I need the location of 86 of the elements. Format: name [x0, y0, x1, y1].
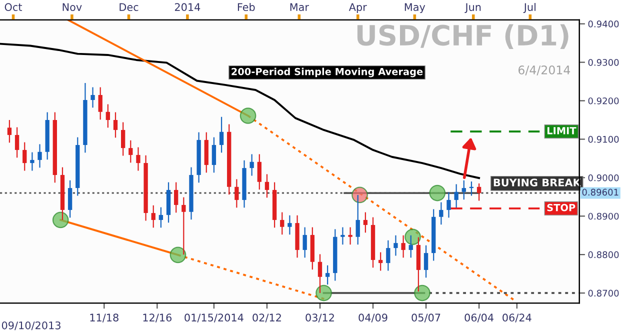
x2-tick-label: Nov: [62, 3, 82, 12]
candlestick: [151, 204, 156, 228]
x2-tick-label: Dec: [120, 3, 138, 12]
candlestick: [98, 86, 102, 120]
candlestick: [250, 154, 254, 176]
x2-tick-label: 2014: [174, 3, 200, 12]
x2-tick-label: Oct: [4, 3, 22, 12]
candlestick: [386, 240, 390, 272]
x-tick-label: 06/04: [464, 314, 494, 322]
candlestick: [348, 226, 352, 246]
candlestick: [158, 206, 164, 228]
candlestick: [212, 136, 216, 174]
x-tick-label: 11/18: [90, 314, 118, 322]
candlestick: [234, 178, 239, 208]
x-tick-label: 03/12: [306, 314, 334, 322]
x2-tick-label: May: [404, 3, 426, 14]
annotation: BUYING BREAK: [494, 178, 582, 186]
series-label: STOP: [547, 204, 576, 212]
x2-tick-label: Jul: [523, 2, 536, 13]
candlestick: [22, 142, 27, 172]
candlestick: [318, 254, 322, 294]
candlestick: [264, 174, 270, 198]
candlestick: [446, 192, 451, 218]
chart-title: USD/CHF (D1): [357, 24, 568, 49]
y-tick-label: 0.9000: [588, 174, 619, 182]
x2-tick-label: Jun: [464, 3, 481, 13]
point: [240, 108, 256, 124]
x2-tick-label: Mar: [290, 3, 309, 12]
series-label: 200-Period Simple Moving Average: [232, 68, 423, 78]
text: 6/4/2014: [518, 65, 570, 76]
candlestick: [113, 112, 118, 138]
candlestick: [462, 180, 466, 200]
point: [316, 284, 332, 302]
x2-tick-label: Apr: [348, 3, 367, 14]
candlestick: [363, 212, 368, 234]
candlestick: [30, 152, 34, 172]
x-tick-label: 12/16: [143, 314, 172, 322]
y-tick-label: 0.9200: [588, 97, 619, 104]
y-tick-label: 0.8700: [588, 290, 619, 297]
point: [404, 228, 421, 246]
candlestick: [174, 182, 178, 214]
candlestick: [219, 116, 224, 154]
candlestick: [38, 144, 42, 168]
candlestick: [378, 252, 383, 272]
x2-tick-label: Feb: [238, 2, 255, 12]
candlestick: [302, 226, 307, 258]
candlestick: [325, 264, 330, 286]
point: [352, 186, 368, 204]
candlestick: [128, 140, 133, 164]
x-tick-label: 02/12: [252, 314, 281, 322]
candlestick: [120, 122, 126, 156]
candlestick: [356, 194, 360, 246]
candlestick: [14, 126, 20, 158]
candlestick: [7, 119, 12, 144]
candlestick: [340, 226, 345, 246]
x-tick-label: 05/07: [412, 314, 440, 322]
candlestick: [476, 182, 482, 202]
candlestick: [439, 202, 444, 226]
y-tick-label: 0.9100: [588, 136, 619, 143]
ref-line-label: 0.89601: [582, 188, 618, 196]
point: [414, 284, 430, 302]
candlestick: [90, 86, 95, 108]
candlestick: [408, 234, 413, 258]
series-label: LIMIT: [547, 127, 576, 134]
y-tick-label: 0.9400: [588, 20, 619, 28]
candlestick: [288, 214, 292, 236]
point: [429, 184, 446, 202]
y-tick-label: 0.8800: [588, 251, 619, 258]
candlestick: [257, 154, 262, 190]
text: 09/10/2013: [2, 321, 60, 330]
y-tick-label: 0.8900: [588, 212, 619, 220]
candlestick: [68, 180, 72, 218]
candlestick: [106, 104, 110, 128]
y-tick-label: 0.9300: [588, 59, 619, 66]
candlestick: [401, 234, 406, 258]
x-tick-label: 04/09: [358, 314, 388, 322]
point: [170, 246, 186, 264]
candlestick: [454, 184, 458, 208]
x-tick-label: 01/15/2014: [184, 314, 244, 322]
candlestick: [424, 244, 428, 278]
point: [52, 212, 69, 228]
candlestick: [394, 234, 398, 256]
candlestick: [136, 146, 140, 172]
candlestick: [280, 212, 284, 236]
x-tick-label: 06/24: [502, 314, 532, 322]
candlestick: [182, 196, 186, 256]
